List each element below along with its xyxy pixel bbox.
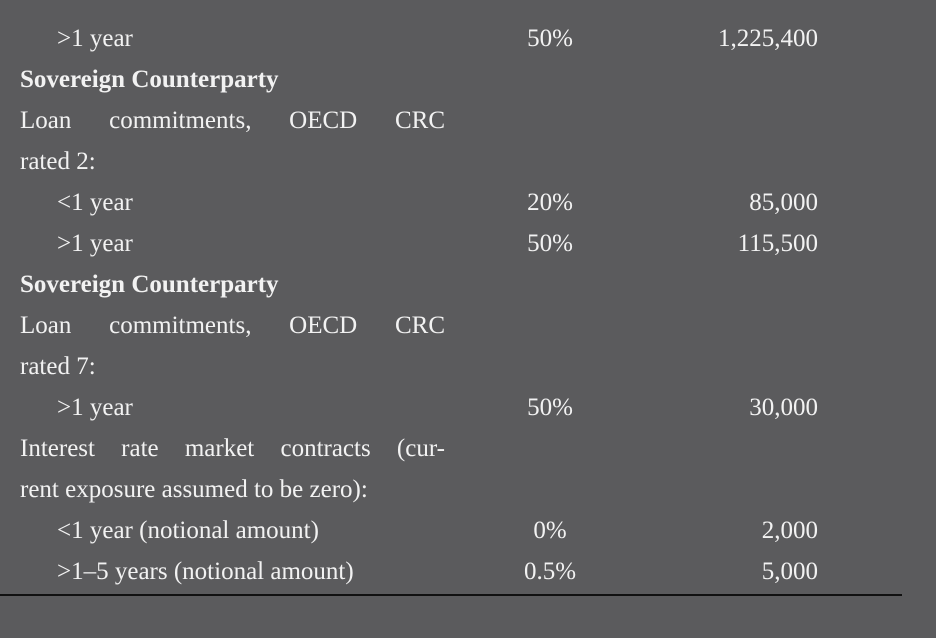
table-row: Loan commitments, OECD CRC rated 7: [0,305,936,387]
label-line: Loan commitments, OECD CRC [20,107,445,134]
row-label: Loan commitments, OECD CRC rated 7: [20,305,445,387]
label-line: >1 year [57,394,133,421]
table-row: >1 year 50% 115,500 [0,223,936,264]
rate-cell: 0% [533,517,567,544]
table-row: <1 year 20% 85,000 [0,182,936,223]
label-line: >1 year [57,25,133,52]
row-label: Interest rate market contracts (cur-rent… [20,428,445,510]
amount-cell: 30,000 [749,394,818,421]
rate-cell: 50% [527,25,573,52]
table-row: <1 year (notional amount) 0% 2,000 [0,510,936,551]
table-row: Interest rate market contracts (cur-rent… [0,428,936,510]
table-row: Loan commitments, OECD CRC rated 2: [0,100,936,182]
rate-cell: 0.5% [523,558,577,585]
label-line: >1 year [57,230,133,257]
section-heading: Sovereign Counterparty [20,66,279,93]
row-label: >1 year [57,18,447,59]
amount-cell: 1,225,400 [718,25,818,52]
rate-cell: 50% [527,394,573,421]
amount-cell: 115,500 [737,230,818,257]
table-row: Sovereign Counterparty [0,264,936,305]
label-line: <1 year (notional amount) [57,517,319,544]
table-row: >1–5 years (notional amount) 0.5% 5,000 [0,551,936,592]
row-label: >1 year [57,387,447,428]
row-label: Loan commitments, OECD CRC rated 2: [20,100,445,182]
amount-cell: 85,000 [749,189,818,216]
label-line: rated 7: [20,353,96,380]
label-line: Loan commitments, OECD CRC [20,312,445,339]
rate-cell: 20% [527,189,573,216]
bottom-rule [0,594,902,596]
amount-cell: 2,000 [761,517,818,544]
row-label: >1 year [57,223,447,264]
row-label: <1 year (notional amount) [57,510,447,551]
row-label: >1–5 years (notional amount) [57,551,447,592]
label-line: rent exposure assumed to be zero): [20,476,368,503]
table-row: Sovereign Counterparty [0,59,936,100]
label-line: rated 2: [20,148,96,175]
table-row: >1 year 50% 1,225,400 [0,18,936,59]
rate-cell: 50% [527,230,573,257]
label-line: Interest rate market contracts (cur- [20,435,445,462]
table-row: >1 year 50% 30,000 [0,387,936,428]
label-line: <1 year [57,189,133,216]
row-label: <1 year [57,182,447,223]
label-line: >1–5 years (notional amount) [57,558,354,585]
table: >1 year 50% 1,225,400 Sovereign Counterpart… [0,18,936,592]
section-heading: Sovereign Counterparty [20,271,279,298]
amount-cell: 5,000 [761,558,818,585]
